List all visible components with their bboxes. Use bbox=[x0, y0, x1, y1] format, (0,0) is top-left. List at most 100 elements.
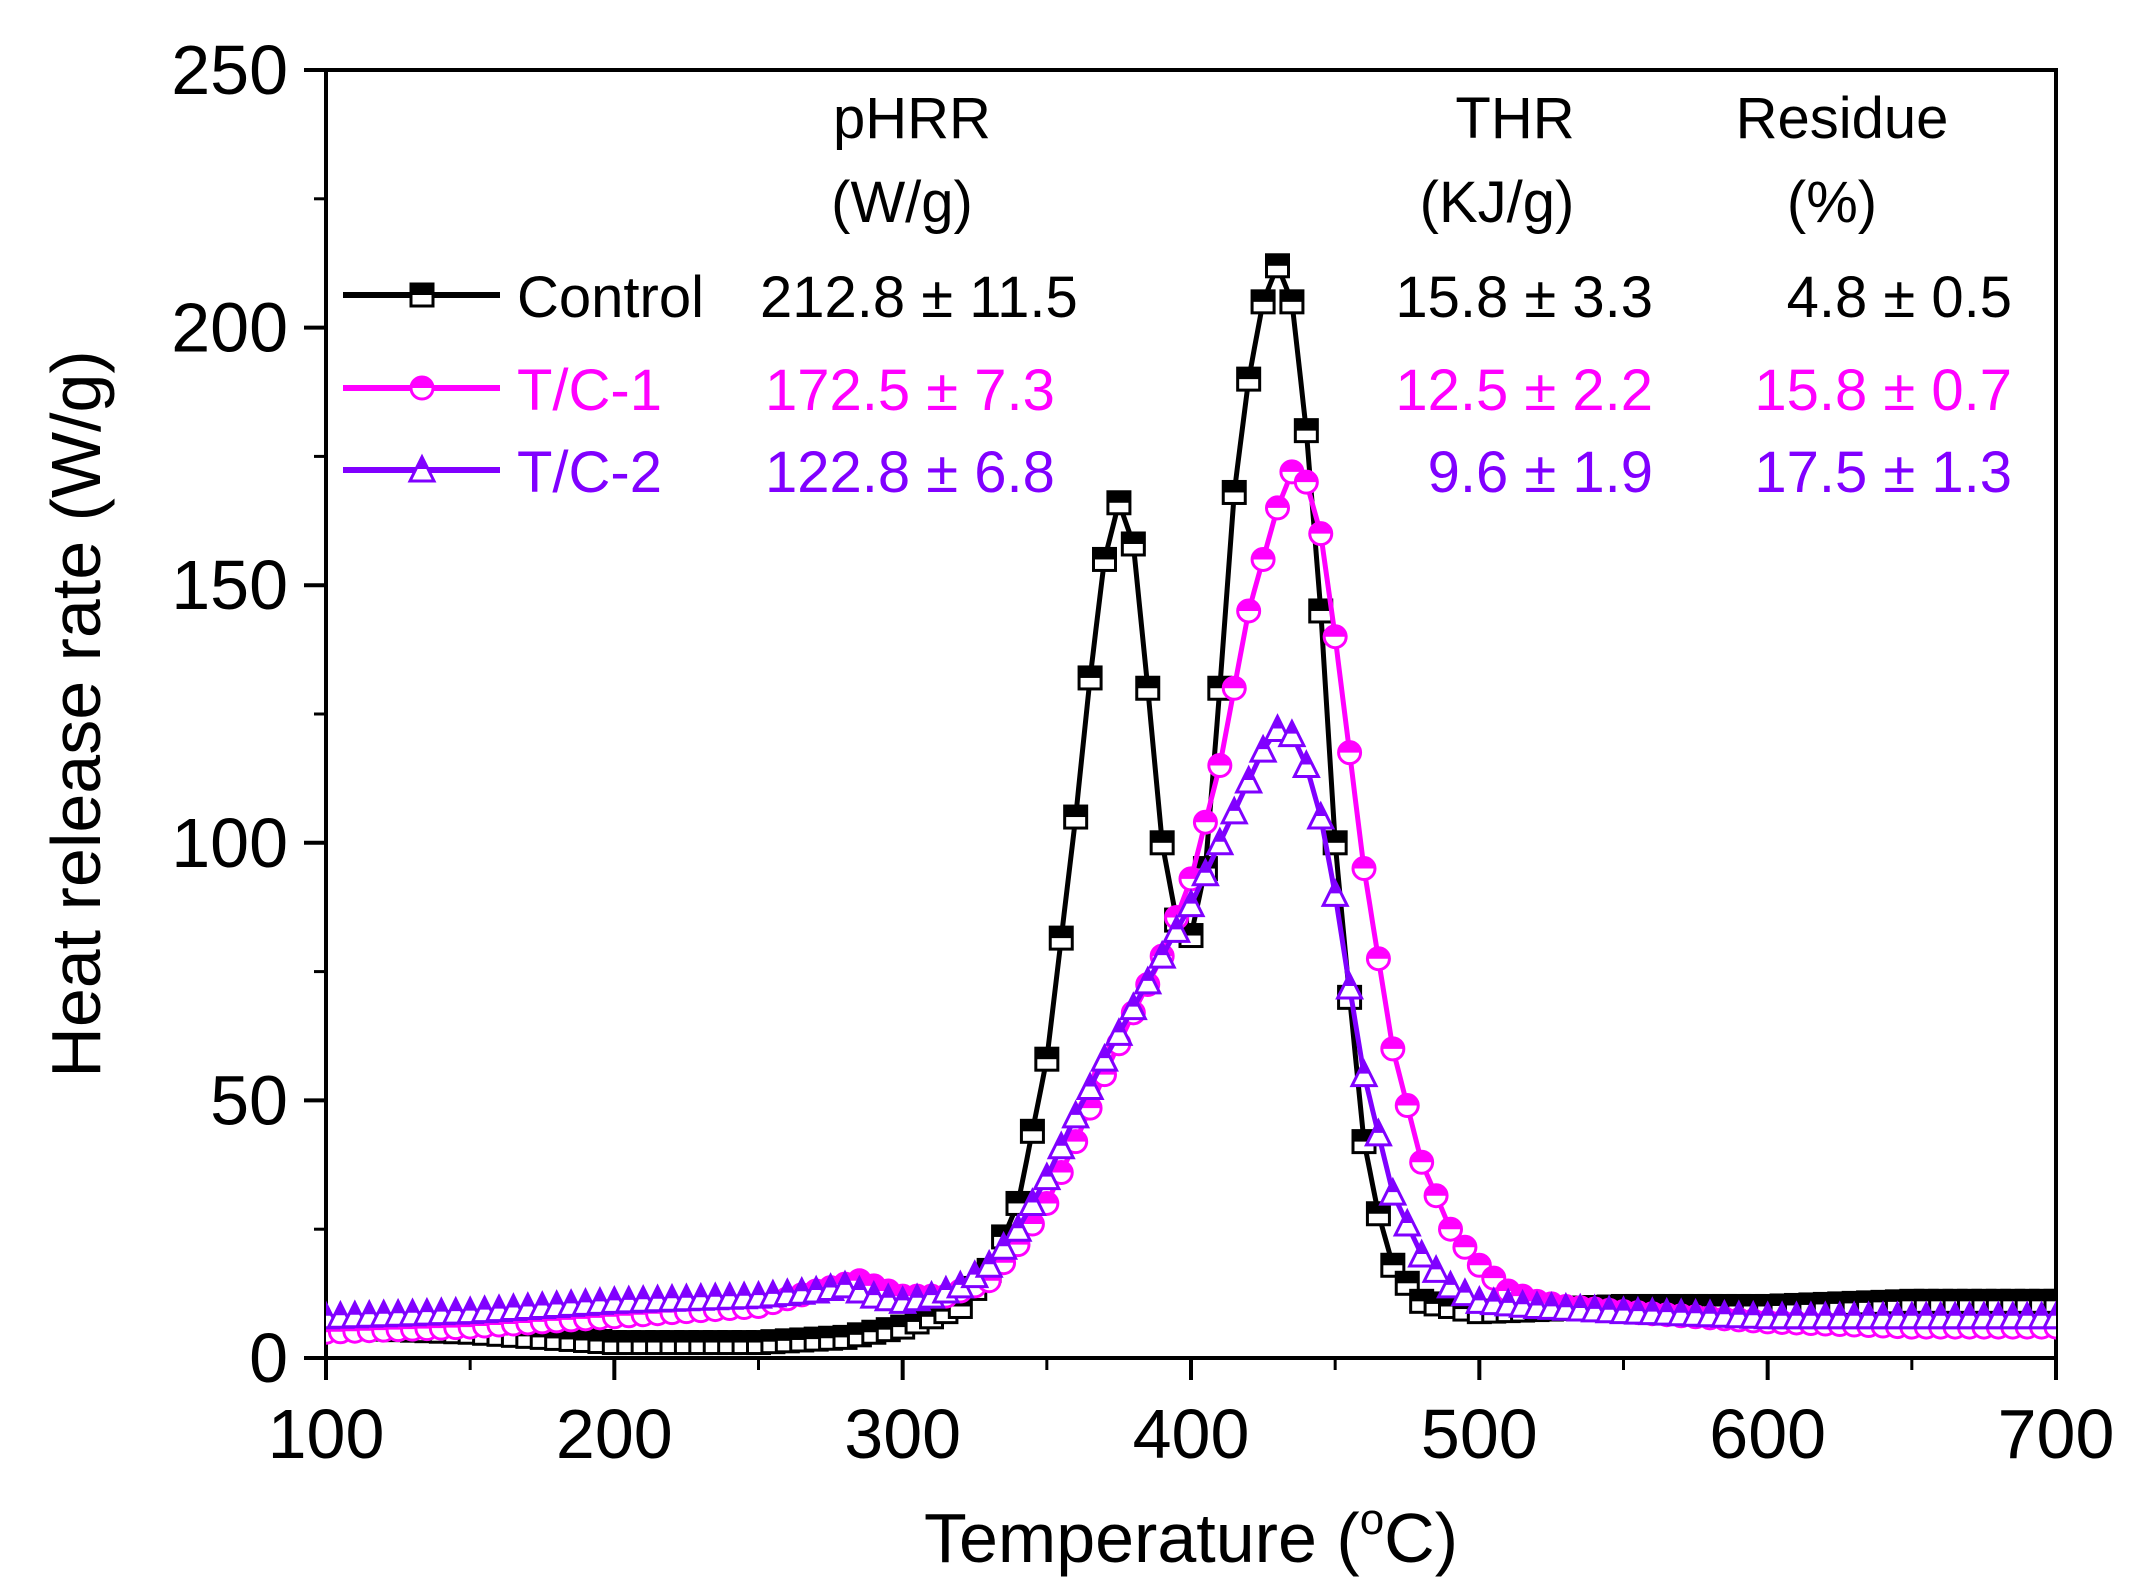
data-point bbox=[1063, 804, 1089, 830]
data-point bbox=[1363, 1117, 1393, 1147]
data-point bbox=[1248, 733, 1278, 763]
legend-row-tc2: T/C-2 122.8 ± 6.8 9.6 ± 1.9 17.5 ± 1.3 bbox=[343, 440, 2012, 505]
header-phrr: pHRR bbox=[833, 86, 991, 151]
data-point bbox=[1190, 857, 1220, 887]
x-axis-label: Temperature (oC) bbox=[924, 1495, 1458, 1577]
data-point bbox=[1106, 490, 1132, 516]
legend-phrr-tc2: 122.8 ± 6.8 bbox=[765, 440, 1055, 505]
data-point bbox=[1234, 764, 1264, 794]
data-point bbox=[1032, 1161, 1062, 1191]
data-point bbox=[1407, 1238, 1437, 1268]
y-tick-label-150: 150 bbox=[171, 546, 288, 624]
data-point bbox=[1277, 718, 1307, 748]
legend-label-tc2: T/C-2 bbox=[517, 440, 662, 505]
legend-thr-tc2: 9.6 ± 1.9 bbox=[1428, 440, 1653, 505]
series-line bbox=[326, 726, 2056, 1320]
data-point bbox=[1061, 1099, 1091, 1129]
data-point bbox=[2043, 1288, 2056, 1314]
data-point bbox=[1335, 970, 1365, 1000]
data-point bbox=[1221, 675, 1247, 701]
x-tick-label-200: 200 bbox=[556, 1395, 673, 1473]
data-point bbox=[1265, 253, 1290, 279]
x-axis-label-text: Temperature ( bbox=[924, 1499, 1360, 1577]
legend-label-tc1: T/C-1 bbox=[517, 358, 662, 423]
legend-marker-symbol bbox=[409, 375, 435, 401]
data-point bbox=[1104, 1017, 1134, 1046]
y-tick-label-0: 0 bbox=[249, 1319, 288, 1397]
series-layer bbox=[326, 253, 2056, 1356]
data-point bbox=[1046, 1130, 1076, 1160]
data-point bbox=[1250, 289, 1276, 315]
data-point bbox=[1120, 531, 1146, 557]
legend-row-control: Control 212.8 ± 11.5 15.8 ± 3.3 4.8 ± 0.… bbox=[343, 265, 2012, 330]
data-point bbox=[1034, 1046, 1060, 1072]
data-point bbox=[830, 1269, 860, 1299]
data-point bbox=[1293, 469, 1319, 495]
data-point bbox=[1176, 888, 1206, 918]
data-point bbox=[1205, 826, 1235, 856]
data-point bbox=[1003, 1212, 1033, 1242]
data-point bbox=[989, 1230, 1019, 1260]
data-point bbox=[1394, 1093, 1420, 1119]
data-point bbox=[844, 1274, 874, 1304]
x-tick-label-400: 400 bbox=[1133, 1395, 1250, 1473]
legend-label-control: Control bbox=[517, 265, 704, 330]
legend-residue-control: 4.8 ± 0.5 bbox=[1787, 265, 2012, 330]
x-tick-label-500: 500 bbox=[1421, 1395, 1538, 1473]
data-point bbox=[1438, 1216, 1463, 1242]
legend-marker-tc1 bbox=[409, 375, 435, 401]
data-point bbox=[1421, 1254, 1451, 1283]
header-thr: THR bbox=[1455, 86, 1574, 151]
y-tick-label-200: 200 bbox=[171, 289, 288, 367]
data-point bbox=[1162, 914, 1192, 943]
data-point bbox=[1075, 1071, 1105, 1101]
plot-frame bbox=[324, 68, 2058, 1360]
x-tick-label-100: 100 bbox=[268, 1395, 385, 1473]
data-point bbox=[1452, 1234, 1478, 1260]
data-point bbox=[1279, 289, 1305, 315]
data-point bbox=[1135, 675, 1161, 701]
legend-row-tc1: T/C-1 172.5 ± 7.3 12.5 ± 2.2 15.8 ± 0.7 bbox=[343, 358, 2012, 423]
x-tick-label-600: 600 bbox=[1709, 1395, 1826, 1473]
data-point bbox=[1380, 1252, 1406, 1278]
data-point bbox=[1378, 1176, 1408, 1206]
header-phrr-unit: (W/g) bbox=[831, 170, 973, 235]
data-point bbox=[1019, 1118, 1045, 1144]
legend-residue-tc2: 17.5 ± 1.3 bbox=[1754, 440, 2012, 505]
data-point bbox=[1263, 713, 1292, 742]
data-point bbox=[1133, 965, 1163, 995]
x-axis-label-degree: o bbox=[1360, 1495, 1384, 1544]
data-point bbox=[1351, 856, 1377, 882]
legend-phrr-control: 212.8 ± 11.5 bbox=[760, 265, 1078, 330]
legend-thr-control: 15.8 ± 3.3 bbox=[1395, 265, 1653, 330]
data-point bbox=[1365, 1201, 1391, 1227]
x-tick-label-300: 300 bbox=[844, 1395, 961, 1473]
x-axis-label-unit: C) bbox=[1384, 1499, 1458, 1577]
data-point bbox=[1250, 546, 1276, 572]
data-point bbox=[1092, 546, 1117, 572]
data-point bbox=[2041, 1300, 2056, 1330]
data-point bbox=[1380, 1036, 1406, 1062]
data-point bbox=[1365, 946, 1391, 972]
data-point bbox=[1149, 830, 1175, 856]
data-point bbox=[1308, 521, 1334, 547]
data-point bbox=[1048, 925, 1074, 951]
data-point bbox=[1337, 740, 1363, 766]
legend-marker-control bbox=[409, 282, 435, 308]
data-point bbox=[1308, 598, 1334, 624]
data-point bbox=[1090, 1042, 1119, 1072]
data-point bbox=[1147, 939, 1177, 969]
data-point bbox=[1394, 1270, 1420, 1296]
data-point bbox=[1192, 809, 1218, 835]
x-tick-label-700: 700 bbox=[1998, 1395, 2115, 1473]
data-point bbox=[1409, 1149, 1435, 1175]
data-point bbox=[1207, 753, 1233, 779]
legend-marker-symbol bbox=[409, 282, 435, 308]
data-point bbox=[1320, 877, 1350, 907]
data-point bbox=[1265, 495, 1290, 521]
header-thr-unit: (KJ/g) bbox=[1420, 170, 1575, 235]
legend-marker-symbol bbox=[407, 453, 437, 483]
legend-thr-tc1: 12.5 ± 2.2 bbox=[1395, 358, 1653, 423]
data-point bbox=[1436, 1269, 1465, 1299]
y-tick-label-100: 100 bbox=[171, 804, 288, 882]
